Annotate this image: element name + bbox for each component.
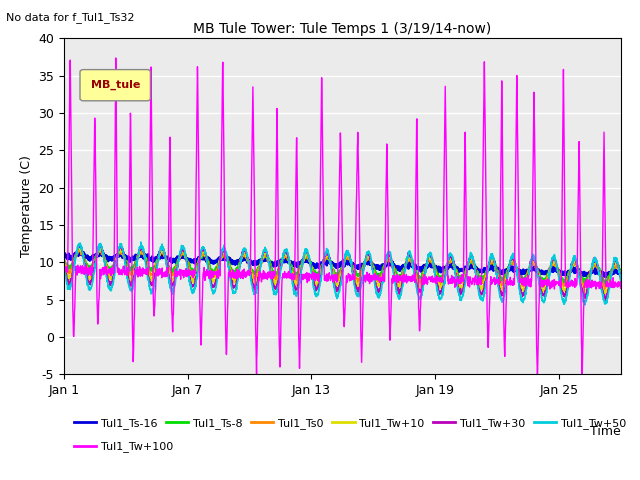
- Legend: Tul1_Tw+100: Tul1_Tw+100: [70, 437, 177, 457]
- Title: MB Tule Tower: Tule Temps 1 (3/19/14-now): MB Tule Tower: Tule Temps 1 (3/19/14-now…: [193, 22, 492, 36]
- Y-axis label: Temperature (C): Temperature (C): [20, 156, 33, 257]
- Text: MB_tule: MB_tule: [90, 80, 140, 90]
- Text: Time: Time: [590, 425, 621, 438]
- Text: No data for f_Tul1_Ts32: No data for f_Tul1_Ts32: [6, 12, 135, 23]
